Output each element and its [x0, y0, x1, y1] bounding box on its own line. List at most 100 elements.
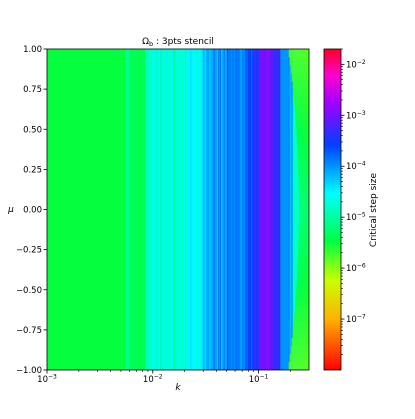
heatmap-stripe	[213, 49, 216, 370]
heatmap-stripe	[151, 49, 153, 370]
heatmap-stripe	[200, 49, 203, 370]
heatmap-edge-cell	[298, 209, 309, 218]
heatmap-stripe	[298, 49, 299, 370]
heatmap-stripe	[182, 49, 184, 370]
heatmap-stripe	[204, 49, 207, 370]
colorbar-ticks: 10−2 10−3 10−4 10−5 10−6 10−7	[341, 48, 366, 355]
heatmap-edge-cell	[298, 225, 309, 234]
heatmap-stripe	[155, 49, 157, 370]
heatmap-edge-cell	[290, 65, 309, 74]
heatmap-edge-cell	[298, 217, 309, 226]
heatmap-stripe	[220, 49, 223, 370]
heatmap-edge	[288, 49, 309, 370]
chart-title: Ωb : 3pts stencil	[142, 37, 214, 48]
heatmap-edge-cell	[298, 169, 309, 178]
heatmap-stripe	[255, 49, 257, 370]
heatmap-edge-cell	[295, 113, 309, 122]
heatmap-edge-cell	[298, 193, 309, 202]
heatmap-stripe	[247, 49, 249, 370]
heatmap-stripe	[181, 49, 184, 370]
heatmap-stripe	[196, 49, 198, 370]
heatmap-edge-cell	[293, 321, 309, 331]
heatmap-edge-cell	[296, 273, 309, 283]
y-axis: 1.00 0.75 0.50 0.25 0.00 −0.25 −0.50 −0.75 −1.00	[16, 45, 47, 376]
y-axis-label: μ	[7, 205, 14, 215]
y-tick-label: −0.50	[16, 286, 42, 296]
heatmap-cells	[47, 49, 309, 370]
heatmap-stripe	[167, 49, 169, 370]
heatmap-band	[184, 49, 204, 370]
y-tick-label: 1.00	[23, 45, 42, 55]
heatmap-stripe	[262, 49, 265, 370]
heatmap-stripe	[148, 49, 149, 370]
heatmap-band	[125, 49, 130, 370]
heatmap-stripe	[288, 49, 290, 370]
heatmap-edge-cell	[296, 121, 309, 130]
heatmap-stripe	[148, 49, 151, 370]
heatmap-edge-cell	[298, 177, 309, 186]
colorbar-tick-label: 10−3	[346, 110, 366, 122]
heatmap-stripe	[177, 49, 179, 370]
heatmap-edge-cell	[298, 233, 309, 242]
heatmap-stripe	[164, 49, 166, 370]
heatmap-edge-cell	[296, 289, 309, 299]
heatmap-edge-cell	[297, 257, 309, 267]
heatmap-stripe	[237, 49, 239, 370]
heatmap-edge-cell	[295, 297, 309, 307]
heatmap-stripe	[191, 49, 193, 370]
heatmap-stripe	[272, 49, 274, 370]
heatmap-edge-cell	[294, 97, 309, 106]
heatmap-stripe	[172, 49, 175, 370]
heatmap-stripe	[236, 49, 238, 370]
heatmap-band	[47, 49, 126, 370]
heatmap-edge-cell	[298, 241, 309, 251]
x-tick-label: 10−3	[37, 374, 57, 386]
heatmap-stripe	[226, 49, 229, 370]
heatmap-edge-cell	[294, 313, 309, 323]
heatmap-edge-cell	[292, 81, 309, 90]
x-tick-label: 10−1	[249, 374, 269, 386]
heatmap-edge-cell	[297, 153, 309, 162]
heatmap-band	[270, 49, 281, 370]
y-tick-label: 0.25	[23, 165, 42, 175]
heatmap-stripe	[284, 49, 286, 370]
y-tick-label: −0.25	[16, 246, 42, 256]
heatmap-stripe	[235, 49, 237, 370]
heatmap-edge-cell	[289, 353, 309, 363]
heatmap-stripe	[190, 49, 193, 370]
heatmap-stripe	[234, 49, 236, 370]
heatmap-edge-cell	[294, 105, 309, 114]
y-tick-label: 0.75	[23, 85, 42, 95]
heatmap-stripe	[261, 49, 263, 370]
heatmap-edge-cell	[298, 249, 309, 259]
heatmap-stripe	[184, 49, 186, 370]
heatmap-stripe	[244, 49, 246, 370]
colorbar-tick-label: 10−4	[346, 161, 366, 173]
colorbar-tick-label: 10−5	[346, 212, 366, 224]
heatmap-edge-cell	[297, 145, 309, 154]
heatmap-edge-cell	[293, 89, 309, 98]
heatmap-edge-cell	[291, 73, 309, 82]
heatmap-stripe	[265, 49, 267, 370]
heatmap-stripe	[231, 49, 232, 370]
x-axis: 10−3 10−2 10−1	[37, 370, 291, 386]
heatmap-edge-cell	[288, 49, 309, 58]
heatmap-stripe	[244, 49, 246, 370]
heatmap-stripe	[253, 49, 256, 370]
heatmap-edge-cell	[298, 161, 309, 170]
heatmap-stripe	[221, 49, 224, 370]
heatmap-stripe	[217, 49, 220, 370]
heatmap-edge-cell	[298, 201, 309, 210]
heatmap-edge-cell	[296, 129, 309, 138]
heatmap-band	[129, 49, 146, 370]
x-tick-label: 10−2	[143, 374, 163, 386]
heatmap-stripe	[195, 49, 198, 370]
heatmap-edge-cell	[296, 137, 309, 146]
heatmap-stripe	[252, 49, 254, 370]
heatmap-stripe	[169, 49, 170, 370]
heatmap-edge-cell	[290, 345, 309, 355]
heatmap-stripe	[161, 49, 163, 370]
heatmap-stripe	[291, 49, 293, 370]
heatmap-stripe	[202, 49, 205, 370]
heatmap-band	[292, 49, 301, 370]
